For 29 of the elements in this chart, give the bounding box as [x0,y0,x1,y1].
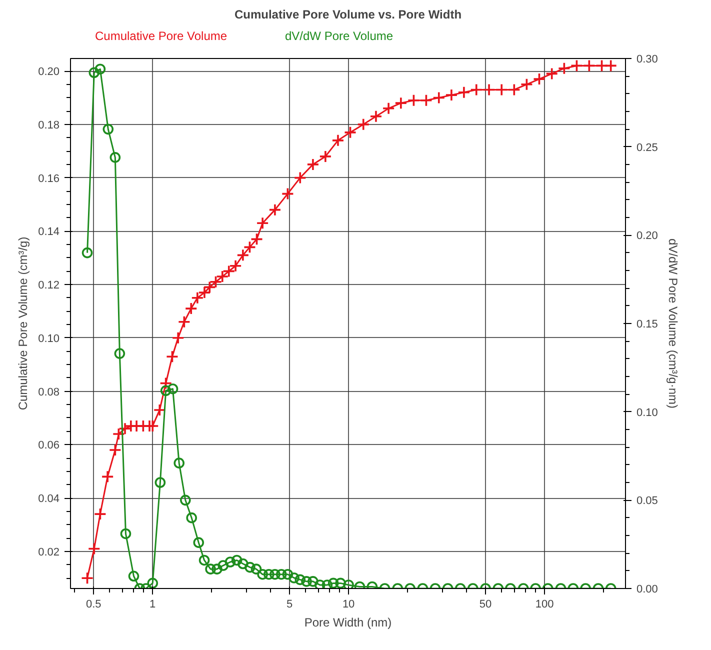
y-tick-label: 0.12 [38,280,60,292]
x-tick-label: 100 [535,598,554,610]
y-tick-label: 0.16 [38,172,60,185]
y-tick-label: 0.08 [38,386,60,398]
text: dV/dW Pore Volume [285,29,394,43]
y2-tick-label: 0.05 [636,495,658,508]
y2-tick-label: 0.15 [636,318,658,330]
y-tick-label: 0.06 [38,440,60,452]
y-tick-label: 0.20 [38,66,60,78]
y-tick-label: 0.02 [38,546,60,558]
y2-tick-label: 0.20 [636,230,658,242]
y-tick-label: 0.18 [38,119,60,132]
y-tick-label: 0.10 [38,332,60,345]
x-tick-label: 0.5 [86,598,102,610]
y2-tick-label: 0.10 [636,406,658,419]
y2-tick-label: 0.30 [636,54,658,66]
y-tick-label: 0.14 [38,226,60,238]
y2-axis-title: dV/dW Pore Volume (cm³/g·nm) [666,238,680,409]
x-tick-label: 10 [342,598,355,610]
x-tick-label: 5 [286,598,293,610]
x-tick-label: 1 [150,598,156,610]
text: Cumulative Pore Volume [95,29,228,43]
y-tick-label: 0.04 [38,493,60,506]
y2-tick-label: 0.25 [636,142,658,154]
y2-tick-label: 0.00 [636,584,658,596]
x-tick-label: 50 [479,598,492,610]
y-axis-title: Cumulative Pore Volume (cm³/g) [16,236,30,410]
x-axis-title: Pore Width (nm) [304,616,392,630]
chart-title: Cumulative Pore Volume vs. Pore Width [234,8,462,22]
